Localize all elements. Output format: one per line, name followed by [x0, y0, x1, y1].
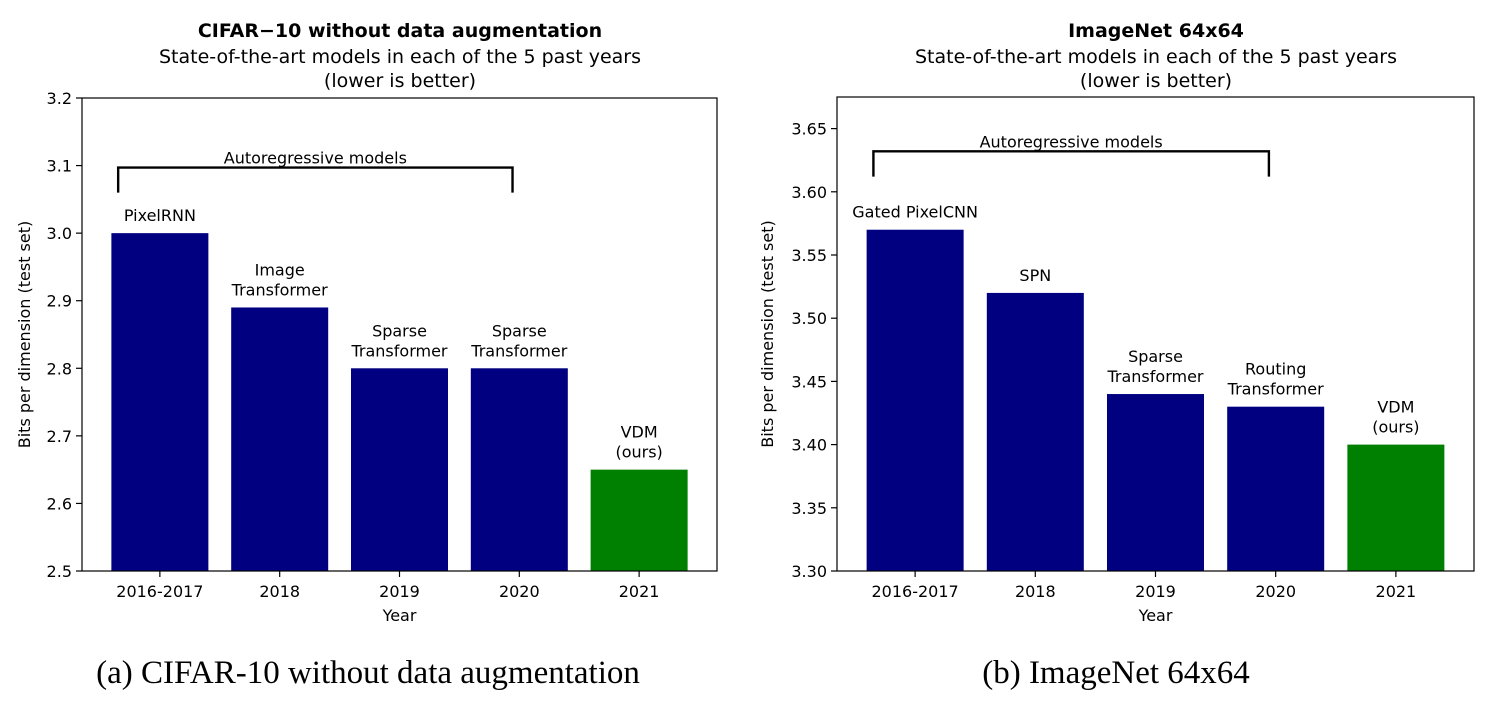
y-tick-label: 2.6 — [47, 494, 72, 513]
bracket-line — [872, 150, 1271, 177]
y-tick-label: 2.7 — [47, 427, 72, 446]
bar-label: Sparse — [492, 321, 547, 340]
y-tick-label: 3.40 — [791, 436, 827, 455]
y-tick-label: 3.30 — [791, 562, 827, 581]
x-tick-label: 2021 — [1376, 582, 1417, 601]
x-tick-label: 2018 — [259, 582, 300, 601]
bar-2020 — [470, 368, 568, 571]
y-tick-label: 3.1 — [47, 157, 72, 176]
bar-label: Sparse — [372, 321, 427, 340]
bar-2019 — [1107, 394, 1204, 571]
bar-2019 — [351, 368, 448, 571]
bar-label: PixelRNN — [124, 206, 196, 225]
chart-cifar10: CIFAR−10 without data augmentation State-… — [15, 20, 718, 625]
y-tick-label: 3.50 — [791, 309, 827, 328]
bar-label: (ours) — [1372, 418, 1419, 437]
y-tick-label: 3.65 — [791, 120, 827, 139]
x-tick-label: 2019 — [1135, 582, 1176, 601]
x-axis-label: Year — [382, 606, 417, 625]
y-axis-label: Bits per dimension (test set) — [15, 221, 34, 449]
bar-2016-2017 — [866, 229, 964, 571]
bar-label: VDM — [621, 423, 658, 442]
bracket-line — [116, 166, 514, 193]
chart-title: CIFAR−10 without data augmentation — [198, 20, 602, 42]
bar-label: Gated PixelCNN — [852, 203, 978, 222]
bar-label: Image — [255, 260, 305, 279]
y-tick-label: 3.55 — [791, 246, 827, 265]
x-tick-label: 2020 — [1255, 582, 1296, 601]
bar-label: SPN — [1019, 266, 1051, 285]
caption-imagenet64: (b) ImageNet 64x64 — [982, 655, 1250, 691]
chart-subtitle-line: State-of-the-art models in each of the 5… — [915, 46, 1397, 68]
y-tick-label: 2.5 — [47, 562, 72, 581]
y-tick-label: 2.8 — [47, 359, 72, 378]
chart-title: ImageNet 64x64 — [1068, 20, 1244, 42]
y-tick-label: 3.45 — [791, 372, 827, 391]
chart-subtitle-line: (lower is better) — [324, 70, 476, 92]
chart-subtitle-line: State-of-the-art models in each of the 5… — [159, 46, 641, 68]
chart-subtitle-line: (lower is better) — [1080, 70, 1232, 92]
y-tick-label: 3.0 — [47, 224, 72, 243]
bar-2018 — [986, 292, 1084, 571]
bracket-label: Autoregressive models — [224, 149, 407, 168]
bar-2020 — [1227, 406, 1325, 571]
bar-label: Transformer — [470, 341, 567, 360]
bar-label: Sparse — [1128, 347, 1183, 366]
bar-label: (ours) — [615, 443, 662, 462]
x-tick-label: 2016-2017 — [116, 582, 203, 601]
y-axis-label: Bits per dimension (test set) — [758, 220, 777, 448]
x-tick-label: 2021 — [619, 582, 660, 601]
bar-2021 — [1347, 444, 1445, 571]
y-tick-label: 3.60 — [791, 183, 827, 202]
bar-label: Transformer — [231, 280, 328, 299]
y-tick-label: 3.35 — [791, 499, 827, 518]
bar-2018 — [231, 307, 329, 571]
bar-2021 — [590, 469, 688, 571]
y-tick-label: 3.2 — [47, 89, 72, 108]
chart-imagenet64: ImageNet 64x64 State-of-the-art models in… — [758, 20, 1475, 625]
bar-label: Routing — [1245, 360, 1306, 379]
bar-label: Transformer — [1227, 380, 1324, 399]
bar-label: Transformer — [350, 341, 447, 360]
x-tick-label: 2020 — [499, 582, 540, 601]
x-tick-label: 2019 — [379, 582, 420, 601]
y-tick-label: 2.9 — [47, 292, 72, 311]
bar-label: Transformer — [1106, 367, 1203, 386]
x-tick-label: 2018 — [1015, 582, 1056, 601]
x-axis-label: Year — [1138, 606, 1173, 625]
bar-2016-2017 — [111, 233, 209, 571]
caption-cifar10: (a) CIFAR-10 without data augmentation — [96, 655, 640, 691]
bracket-label: Autoregressive models — [980, 132, 1163, 151]
x-tick-label: 2016-2017 — [872, 582, 959, 601]
bar-label: VDM — [1377, 398, 1414, 417]
